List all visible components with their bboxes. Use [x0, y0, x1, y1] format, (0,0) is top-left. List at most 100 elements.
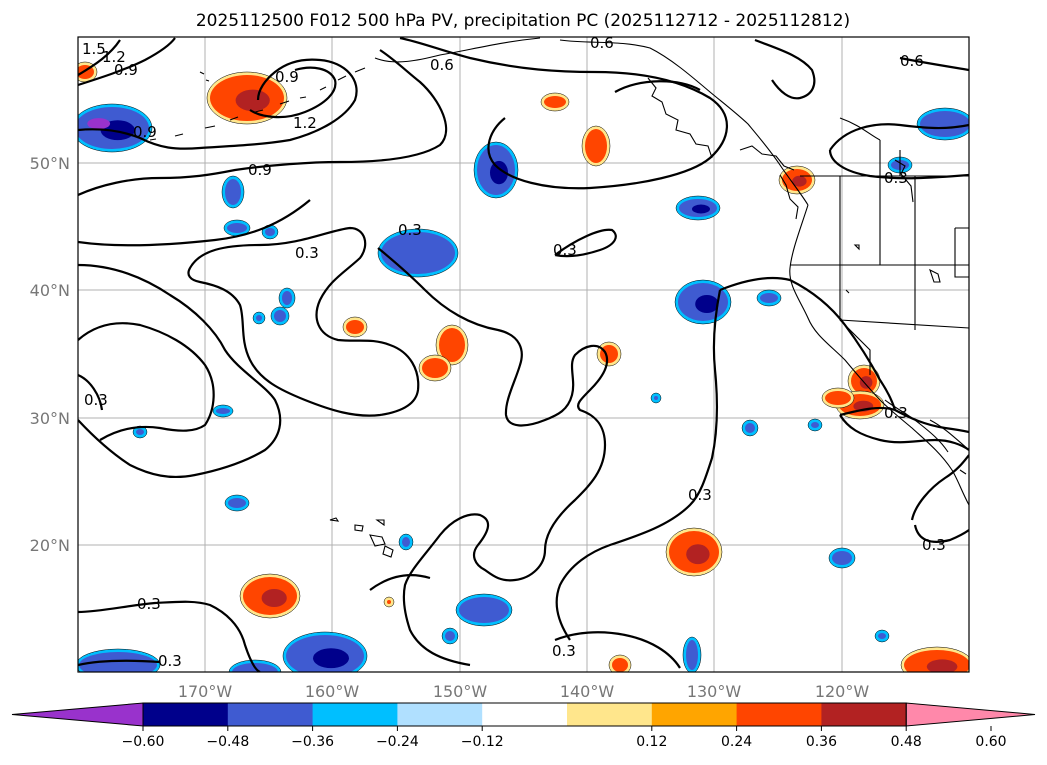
positive-precip-blob [418, 354, 452, 382]
contour-label: 1.5 [82, 40, 106, 58]
blob-mid [282, 291, 292, 305]
blob-mid [760, 293, 778, 303]
blob-core [692, 204, 710, 214]
blob-mid [79, 652, 157, 672]
negative-precip-blob [78, 648, 161, 672]
lon-label: 140°W [560, 682, 615, 701]
colorbar-segment [397, 703, 483, 726]
contour-label: 0.3 [884, 404, 908, 422]
blob-mid [612, 658, 628, 672]
lon-label: 120°W [815, 682, 870, 701]
contour-label: 0.3 [884, 169, 908, 187]
colorbar-tick-label: −0.48 [206, 734, 249, 750]
blob-core [926, 659, 958, 672]
blob-core [313, 648, 349, 669]
negative-precip-blob [916, 107, 969, 141]
blob-mid [422, 358, 448, 378]
blob-mid [227, 223, 247, 233]
blob-mid [439, 328, 465, 362]
negative-precip-blob [261, 224, 279, 240]
colorbar-tick-label: 0.60 [975, 734, 1006, 750]
negative-precip-blob [455, 593, 513, 627]
positive-precip-blob [778, 165, 816, 195]
pv-contours [78, 37, 969, 672]
contour-label: 0.9 [114, 61, 138, 79]
negative-precip-blob [473, 141, 519, 199]
contour-label: 0.3 [158, 652, 182, 670]
blob-mid [686, 640, 698, 670]
positive-precip-blob [900, 646, 969, 672]
blob-core [695, 295, 719, 313]
negative-precip-blob [398, 533, 414, 551]
colorbar-extend-low [11, 702, 144, 727]
contour-label: 0.9 [133, 123, 157, 141]
positive-precip-blob [540, 92, 570, 112]
positive-precip-blob [608, 654, 632, 672]
colorbar-tick-label: −0.60 [122, 734, 165, 750]
lon-label: 130°W [687, 682, 742, 701]
blob-core [490, 160, 508, 185]
colorbar-segment [567, 703, 653, 726]
negative-precip-blob [278, 287, 296, 309]
negative-precip-blob [212, 404, 234, 418]
colorbar-segment [482, 703, 568, 726]
blob-mid [745, 423, 755, 433]
blob-mid [811, 422, 819, 428]
map-title: 2025112500 F012 500 hPa PV, precipitatio… [196, 11, 850, 31]
blob-mid [878, 633, 886, 639]
blob-mid [228, 498, 246, 508]
negative-precip-blob [807, 418, 823, 432]
contour-label: 0.9 [275, 68, 299, 86]
blob-mid [832, 551, 852, 565]
map-frame [77, 36, 970, 673]
colorbar-segment [736, 703, 822, 726]
negative-precip-blob [756, 289, 782, 307]
colorbar-tick-label: −0.36 [291, 734, 334, 750]
blob-mid [346, 320, 364, 334]
lat-label: 50°N [30, 154, 70, 173]
contour-label: 0.6 [590, 34, 614, 52]
contour-label: 0.3 [84, 391, 108, 409]
negative-precip-blob [675, 195, 721, 221]
negative-precip-blob [441, 627, 459, 645]
colorbar-segment [227, 703, 314, 726]
lon-label: 170°W [178, 682, 233, 701]
positive-precip-blob [581, 125, 611, 167]
colorbar-tick-label: 0.48 [891, 734, 922, 750]
contour-label: 0.6 [900, 52, 924, 70]
contour-label: 0.3 [295, 244, 319, 262]
negative-precip-blob [682, 636, 702, 672]
colorbar-tick-label: 0.24 [721, 734, 752, 750]
negative-precip-blob [224, 494, 250, 512]
blob-mid [381, 232, 455, 274]
colorbar: −0.60 −0.48 −0.36 −0.24 −0.12 0.12 0.24 0.36 0.4… [11, 702, 1036, 750]
blob-mid [216, 408, 230, 414]
lat-label: 30°N [30, 409, 70, 428]
positive-precip-blob [383, 596, 395, 608]
contour-label: 0.3 [688, 486, 712, 504]
colorbar-tick-label: −0.12 [461, 734, 504, 750]
negative-precip-blob [132, 425, 148, 439]
colorbar-tick-label: 0.36 [806, 734, 837, 750]
negative-precip-blob [223, 219, 251, 237]
positive-precip-blob [206, 71, 288, 125]
negative-precip-blob [270, 306, 290, 326]
positive-precip-blob [821, 387, 855, 409]
colorbar-tick-label: −0.24 [376, 734, 419, 750]
negative-precip-blob [828, 547, 856, 569]
blob-mid [265, 228, 275, 236]
blob-mid [920, 111, 969, 137]
map-background [78, 37, 969, 672]
blob-mid [225, 179, 241, 205]
blob-core [261, 589, 287, 607]
colorbar-segment [312, 703, 398, 726]
latitude-labels: 50°N 40°N 30°N 20°N [30, 154, 70, 555]
blob-mid [585, 129, 607, 163]
blob-mid [825, 391, 851, 405]
colorbar-segment [651, 703, 738, 726]
longitude-labels: 170°W 160°W 150°W 140°W 130°W 120°W [178, 682, 870, 701]
positive-precip-blob [239, 573, 301, 619]
blob-mid [445, 631, 455, 641]
lon-label: 150°W [433, 682, 488, 701]
